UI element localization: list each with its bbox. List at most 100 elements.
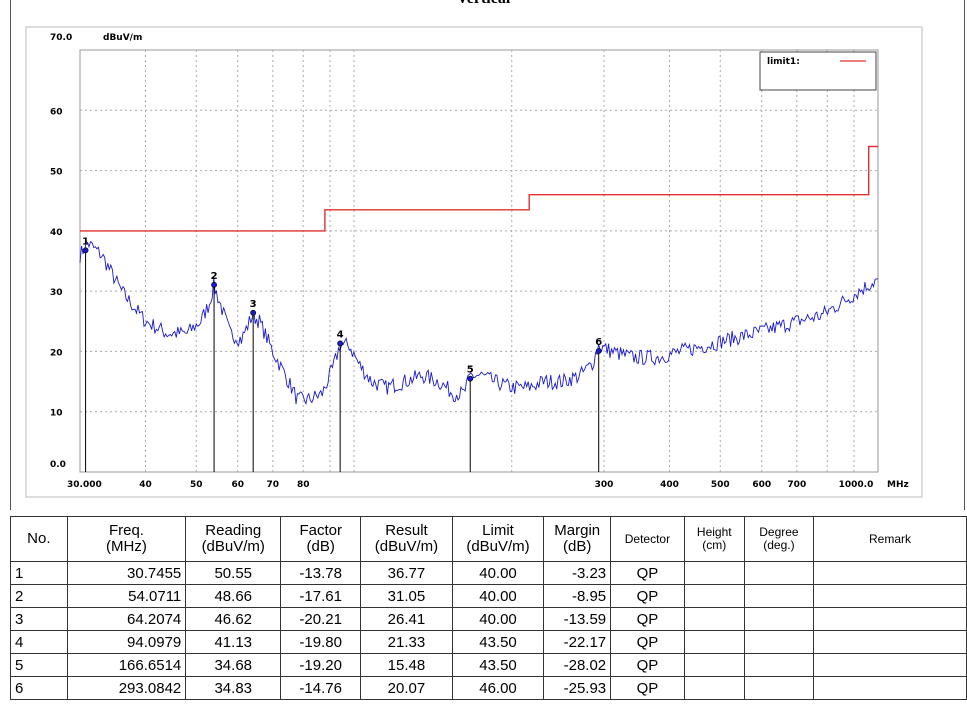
chart-frame — [10, 0, 965, 510]
cell-freq: 293.0842 — [66, 676, 187, 700]
cell-limit: 46.00 — [451, 676, 545, 700]
column-header-line: Result — [385, 522, 428, 539]
cell-detector: QP — [610, 653, 685, 677]
x-tick-label: 30.000 — [67, 480, 102, 490]
cell-no: 2 — [10, 584, 68, 608]
y-tick-label: 70.0 — [50, 33, 72, 43]
cell-height — [683, 676, 745, 700]
cell-result: 15.48 — [360, 653, 453, 677]
chart-panel — [25, 26, 923, 498]
column-header: No. — [10, 516, 68, 562]
table-row: 4 94.0979 41.13 -19.80 21.33 43.50 -22.17 QP — [10, 630, 967, 654]
cell-height — [683, 630, 745, 654]
marker-layer: 1 2 3 4 5 6 — [82, 236, 602, 472]
cell-factor: -17.61 — [280, 584, 362, 608]
table-row: 6 293.0842 34.83 -14.76 20.07 46.00 -25.93 QP — [10, 676, 967, 700]
x-tick-label: 50 — [190, 480, 203, 490]
marker-label: 4 — [337, 329, 344, 340]
table-row: 5 166.6514 34.68 -19.20 15.48 43.50 -28.02 QP — [10, 653, 967, 677]
cell-result: 36.77 — [360, 561, 453, 585]
cell-freq: 30.7455 — [66, 561, 187, 585]
column-header-line: Detector — [624, 531, 671, 546]
marker-dot — [337, 340, 344, 347]
column-header-line: Limit — [482, 522, 514, 539]
cell-no: 6 — [10, 676, 68, 700]
x-tick-label: 500 — [711, 480, 730, 490]
legend-label: limit1: — [767, 57, 800, 67]
column-header: Freq. (MHz) — [66, 516, 187, 562]
cell-freq: 54.0711 — [66, 584, 187, 608]
cell-degree — [743, 561, 815, 585]
cell-margin: -28.02 — [543, 653, 612, 677]
cell-result: 26.41 — [360, 607, 453, 631]
tick-layer: 70.0 60 50 40 30 20 10 0.0 dBuV/m 30.000 40 50 60 70 8… — [50, 33, 909, 490]
page-title: Vertical — [0, 0, 967, 8]
cell-result: 20.07 — [360, 676, 453, 700]
table-header-row: No. Freq. (MHz) Reading (dBuV/m) Factor (dB) Re… — [10, 516, 967, 562]
y-tick-label: 20 — [50, 348, 63, 358]
cell-factor: -19.20 — [280, 653, 362, 677]
cell-limit: 40.00 — [451, 607, 545, 631]
column-header-unit: (dBuV/m) — [374, 538, 439, 555]
column-header: Detector — [610, 516, 685, 562]
x-tick-label: 1000.0 — [839, 480, 874, 490]
grid-layer — [79, 49, 879, 473]
column-header: Height (cm) — [683, 516, 745, 562]
x-tick-label: 70 — [267, 480, 280, 490]
cell-limit: 40.00 — [451, 584, 545, 608]
cell-detector: QP — [610, 630, 685, 654]
marker-label: 6 — [595, 337, 602, 348]
column-header-unit: (cm) — [702, 538, 727, 552]
y-tick-label: 0.0 — [50, 460, 66, 470]
y-unit-label: dBuV/m — [103, 33, 142, 43]
column-header: Reading (dBuV/m) — [185, 516, 282, 562]
column-header-line: Factor — [299, 522, 342, 539]
column-header-line: Reading — [205, 522, 262, 539]
cell-freq: 64.2074 — [66, 607, 187, 631]
cell-reading: 50.55 — [185, 561, 282, 585]
cell-margin: -13.59 — [543, 607, 612, 631]
cell-freq: 166.6514 — [66, 653, 187, 677]
cell-degree — [743, 676, 815, 700]
legend: limit1: — [759, 51, 877, 91]
x-tick-label: 40 — [139, 480, 152, 490]
x-tick-label: 300 — [595, 480, 614, 490]
column-header: Limit (dBuV/m) — [451, 516, 545, 562]
cell-no: 1 — [10, 561, 68, 585]
column-header-line: Degree — [759, 525, 799, 539]
x-tick-label: 60 — [231, 480, 244, 490]
cell-detector: QP — [610, 607, 685, 631]
cell-reading: 34.68 — [185, 653, 282, 677]
cell-reading: 41.13 — [185, 630, 282, 654]
column-header: Remark — [813, 516, 967, 562]
cell-degree — [743, 653, 815, 677]
cell-remark — [813, 676, 967, 700]
column-header-unit: (deg.) — [763, 538, 795, 552]
y-tick-label: 50 — [50, 168, 63, 178]
cell-factor: -20.21 — [280, 607, 362, 631]
cell-detector: QP — [610, 561, 685, 585]
cell-reading: 46.62 — [185, 607, 282, 631]
column-header-line: Height — [696, 525, 732, 539]
cell-remark — [813, 561, 967, 585]
cell-degree — [743, 607, 815, 631]
table-row: 1 30.7455 50.55 -13.78 36.77 40.00 -3.23 QP — [10, 561, 967, 585]
cell-height — [683, 607, 745, 631]
column-header-unit: (MHz) — [106, 538, 147, 555]
cell-factor: -13.78 — [280, 561, 362, 585]
cell-result: 21.33 — [360, 630, 453, 654]
y-tick-label: 10 — [50, 409, 63, 419]
column-header: Degree (deg.) — [743, 516, 815, 562]
measurement-trace — [79, 240, 879, 405]
series-layer — [79, 145, 879, 405]
table-row: 3 64.2074 46.62 -20.21 26.41 40.00 -13.59 QP — [10, 607, 967, 631]
column-header-line: Remark — [869, 531, 912, 546]
cell-no: 3 — [10, 607, 68, 631]
cell-height — [683, 561, 745, 585]
cell-limit: 43.50 — [451, 653, 545, 677]
marker-label: 2 — [211, 271, 218, 282]
cell-no: 5 — [10, 653, 68, 677]
cell-height — [683, 653, 745, 677]
legend-box — [759, 51, 877, 91]
marker-dot — [467, 375, 474, 382]
